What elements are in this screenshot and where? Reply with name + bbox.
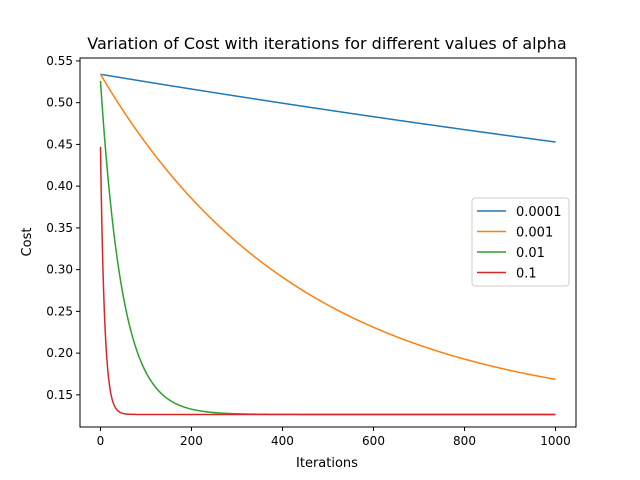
y-tick-label: 0.15 bbox=[46, 388, 73, 402]
legend: 0.0001 0.001 0.01 0.1 bbox=[471, 197, 570, 287]
x-tick-label: 200 bbox=[180, 434, 203, 448]
legend-label-1: 0.0001 bbox=[516, 205, 562, 220]
x-tick-label: 1000 bbox=[540, 434, 571, 448]
y-tick-label: 0.25 bbox=[46, 304, 73, 318]
legend-label-2: 0.001 bbox=[516, 226, 553, 241]
y-tick-label: 0.45 bbox=[46, 137, 73, 151]
legend-box bbox=[471, 197, 570, 287]
x-axis-label: Iterations bbox=[296, 456, 358, 471]
y-tick-label: 0.55 bbox=[46, 54, 73, 68]
x-tick-label: 800 bbox=[453, 434, 476, 448]
chart-title: Variation of Cost with iterations for di… bbox=[87, 34, 566, 53]
plot-area: 0 200 400 600 800 1000 0.15 0.20 0.25 0.30 0.35 0.4… bbox=[46, 54, 577, 448]
y-axis-label: Cost bbox=[20, 228, 35, 257]
y-tick-label: 0.20 bbox=[46, 346, 73, 360]
legend-label-4: 0.1 bbox=[516, 267, 537, 282]
y-tick-label: 0.50 bbox=[46, 96, 73, 110]
legend-label-3: 0.01 bbox=[516, 246, 545, 261]
x-tick-label: 400 bbox=[271, 434, 294, 448]
x-tick-label: 600 bbox=[362, 434, 385, 448]
y-tick-label: 0.40 bbox=[46, 179, 73, 193]
series-line-2 bbox=[99, 73, 556, 381]
x-tick-label: 0 bbox=[97, 434, 105, 448]
series-line-4 bbox=[99, 146, 556, 416]
axes-frame bbox=[79, 57, 577, 428]
y-tick-label: 0.35 bbox=[46, 221, 73, 235]
series-line-1 bbox=[100, 73, 556, 143]
y-tick-label: 0.30 bbox=[46, 263, 73, 277]
